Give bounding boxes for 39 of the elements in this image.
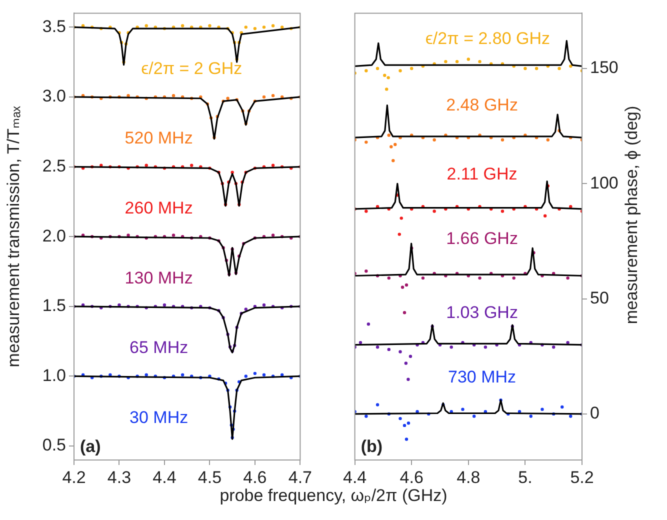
- series-label: 1.66 GHz: [446, 229, 518, 248]
- annotation: (a): [80, 437, 101, 456]
- x-tick-label: 4.6: [400, 468, 424, 487]
- y-tick-label: 2.0: [42, 226, 66, 246]
- x-tick-label: 4.8: [456, 468, 480, 487]
- x-tick-label: 4.7: [288, 468, 312, 487]
- series-label: 30 MHz: [130, 408, 188, 427]
- series-label: 130 MHz: [124, 268, 193, 288]
- series-label: 260 MHz: [124, 198, 193, 218]
- series-label: 730 MHz: [448, 367, 516, 386]
- series-label: 2.11 GHz: [446, 164, 518, 184]
- y2-tick-label: 0: [590, 404, 600, 423]
- x-tick-label: 4.2: [62, 468, 86, 487]
- series-label: 65 MHz: [130, 338, 188, 358]
- series-label: ϵ/2π = 2.80 GHz: [425, 28, 550, 48]
- series-label: 2.48 GHz: [446, 96, 518, 115]
- y-tick-label: 1.0: [42, 366, 66, 385]
- series-label: 1.03 GHz: [446, 302, 518, 322]
- x-tick-label: 4.3: [107, 468, 132, 487]
- x-tick-label: 4.5: [198, 468, 222, 487]
- y2-tick-label: 100: [590, 173, 618, 192]
- y-tick-label: 0.5: [42, 436, 66, 455]
- x-tick-label: 5.2: [570, 468, 594, 487]
- y-tick-label: 3.0: [42, 86, 66, 106]
- y-tick-label: 1.5: [42, 296, 66, 316]
- series-label: 520 MHz: [124, 128, 193, 148]
- y-tick-label: 2.5: [42, 156, 66, 176]
- y2-tick-label: 50: [590, 288, 609, 308]
- y-axis-title: measurement transmission, T/Tₘₐₓ: [4, 106, 23, 368]
- x-tick-label: 5.: [518, 468, 532, 487]
- x-axis-title: probe frequency, ωₚ/2π (GHz): [218, 486, 448, 506]
- y2-tick-label: 150: [590, 58, 618, 78]
- y2-axis-title: measurement phase, ϕ (deg): [622, 106, 642, 324]
- x-tick-label: 4.6: [243, 468, 267, 487]
- annotation: (b): [360, 437, 383, 456]
- x-tick-label: 4.4: [342, 468, 367, 487]
- series-label: ϵ/2π = 2 GHz: [141, 58, 242, 78]
- x-tick-label: 4.4: [152, 468, 176, 487]
- y-tick-label: 3.5: [42, 16, 66, 36]
